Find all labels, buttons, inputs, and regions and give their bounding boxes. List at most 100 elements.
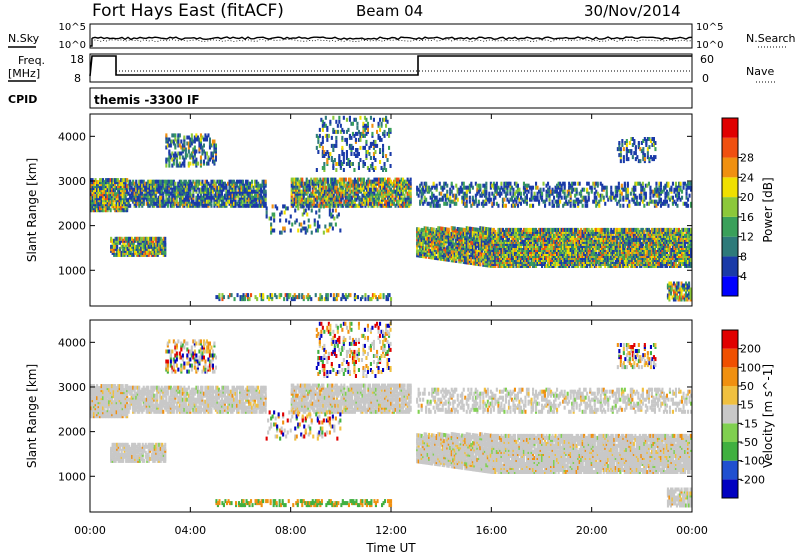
- power-echo-cell: [234, 201, 237, 206]
- power-echo-cell: [251, 201, 254, 206]
- power-echo-cell: [593, 191, 596, 196]
- power-echo-cell: [485, 189, 488, 194]
- power-echo-cell: [461, 181, 464, 186]
- power-echo-cell: [678, 187, 681, 192]
- power-echo-cell: [500, 181, 503, 186]
- nave-tick-bottom: 0: [702, 72, 709, 85]
- power-echo-cell: [522, 191, 525, 196]
- power-echo-cell: [242, 185, 245, 190]
- power-echo-cell: [506, 185, 509, 190]
- power-echo-cell: [571, 235, 574, 240]
- power-echo-cell: [93, 180, 96, 185]
- power-echo-cell: [122, 248, 125, 253]
- power-echo-cell: [533, 244, 536, 248]
- power-echo-cell: [396, 177, 399, 182]
- power-echo-cell: [443, 235, 446, 240]
- power-echo-cell: [485, 227, 488, 231]
- power-echo-cell: [137, 244, 140, 249]
- power-echo-cell: [219, 203, 222, 208]
- power-echo-cell: [239, 197, 242, 202]
- power-echo-cell: [204, 201, 207, 206]
- power-echo-cell: [214, 181, 217, 186]
- power-echo-cell: [516, 203, 519, 208]
- power-echo-cell: [449, 246, 452, 250]
- power-echo-cell: [530, 244, 533, 248]
- power-echo-cell: [340, 181, 343, 186]
- power-echo-cell: [562, 203, 565, 208]
- power-echo-cell: [135, 193, 138, 198]
- power-echo-cell: [512, 252, 515, 256]
- power-echo-cell: [497, 191, 500, 196]
- power-echo-cell: [344, 191, 347, 196]
- power-echo-cell: [329, 179, 332, 184]
- power-echo-cell: [438, 181, 441, 186]
- power-echo-cell: [492, 244, 495, 248]
- power-echo-cell: [674, 193, 677, 198]
- power-echo-cell: [468, 226, 471, 231]
- power-echo-cell: [355, 197, 358, 202]
- power-echo-cell: [420, 233, 423, 238]
- power-echo-cell: [592, 181, 595, 186]
- power-echo-cell: [560, 195, 563, 200]
- power-echo-cell: [519, 201, 522, 206]
- power-echo-cell: [557, 199, 560, 204]
- power-echo-cell: [518, 197, 521, 202]
- power-echo-cell: [437, 203, 440, 208]
- power-echo-cell: [539, 252, 542, 256]
- power-echo-cell: [100, 186, 103, 191]
- power-echo-cell: [533, 191, 536, 196]
- power-echo-cell: [201, 203, 204, 208]
- power-echo-cell: [416, 241, 419, 246]
- power-echo-cell: [115, 186, 118, 191]
- power-echo-cell: [152, 236, 155, 241]
- power-echo-cell: [190, 181, 193, 186]
- power-echo-cell: [678, 181, 681, 186]
- power-echo-cell: [111, 192, 114, 197]
- power-echo-cell: [406, 177, 409, 182]
- power-echo-cell: [590, 227, 593, 232]
- power-echo-cell: [240, 199, 243, 204]
- power-echo-cell: [574, 227, 577, 232]
- power-echo-cell: [535, 227, 538, 232]
- power-echo-cell: [123, 178, 126, 183]
- power-echo-cell: [608, 195, 611, 200]
- power-echo-cell: [391, 201, 394, 206]
- power-echo-cell: [111, 244, 114, 249]
- power-echo-cell: [174, 181, 177, 186]
- power-echo-cell: [429, 255, 432, 260]
- power-echo-cell: [147, 201, 150, 206]
- power-echo-cell: [135, 246, 138, 251]
- power-echo-cell: [299, 179, 302, 184]
- power-echo-cell: [572, 227, 575, 232]
- power-echo-cell: [611, 191, 614, 196]
- power-echo-cell: [515, 195, 518, 200]
- power-echo-cell: [634, 187, 637, 192]
- power-echo-cell: [116, 244, 119, 249]
- power-echo-cell: [580, 193, 583, 198]
- power-echo-cell: [453, 252, 456, 257]
- power-echo-cell: [426, 201, 429, 206]
- power-echo-cell: [210, 179, 213, 184]
- power-echo-cell: [584, 203, 587, 208]
- power-echo-cell: [314, 193, 317, 198]
- power-echo-cell: [217, 201, 220, 206]
- power-echo-cell: [368, 191, 371, 196]
- power-echo-cell: [222, 195, 225, 200]
- power-echo-cell: [446, 183, 449, 188]
- power-echo-cell: [364, 181, 367, 186]
- power-echo-cell: [634, 201, 637, 206]
- power-echo-cell: [614, 189, 617, 194]
- power-echo-cell: [230, 199, 233, 204]
- power-echo-cell: [485, 245, 488, 250]
- power-echo-cell: [515, 189, 518, 194]
- power-echo-cell: [565, 199, 568, 204]
- power-echo-cell: [550, 262, 553, 266]
- power-echo-cell: [545, 193, 548, 198]
- power-echo-cell: [455, 201, 458, 206]
- power-echo-cell: [631, 187, 634, 192]
- power-echo-cell: [125, 244, 128, 249]
- power-echo-cell: [405, 185, 408, 190]
- power-echo-cell: [605, 189, 608, 194]
- power-echo-cell: [542, 256, 545, 260]
- power-echo-cell: [566, 244, 569, 248]
